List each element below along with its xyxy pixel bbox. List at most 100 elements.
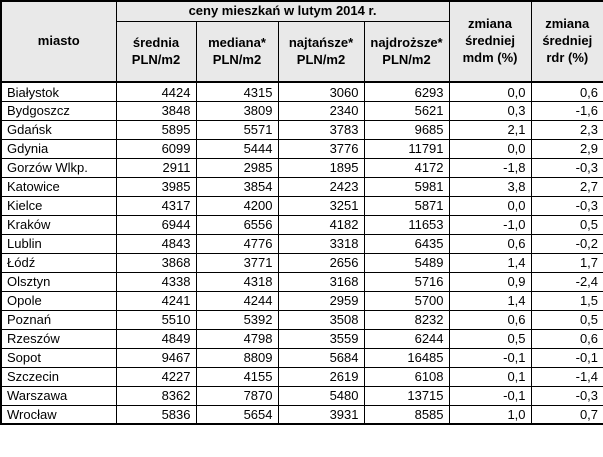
change-mdm-line3: mdm (%) bbox=[462, 50, 518, 66]
header-sub-row: średnia PLN/m2 mediana* PLN/m2 najtańsze… bbox=[1, 20, 603, 83]
median-price-cell: 5654 bbox=[195, 404, 279, 425]
median-price-cell: 4776 bbox=[195, 233, 279, 254]
table-row: Olsztyn 4338 4318 3168 5716 0,9 -2,4 bbox=[0, 271, 603, 292]
cheapest-price-cell: 3251 bbox=[277, 195, 365, 216]
column-header-most-expensive: najdroższe* PLN/m2 bbox=[363, 20, 450, 83]
average-price-cell: 4317 bbox=[115, 195, 197, 216]
most-expensive-price-cell: 5981 bbox=[363, 176, 450, 197]
mdm-change-cell: 0,1 bbox=[448, 366, 532, 387]
most-expensive-price-cell: 5700 bbox=[363, 290, 450, 311]
city-cell: Sopot bbox=[0, 347, 117, 368]
table-row: Katowice 3985 3854 2423 5981 3,8 2,7 bbox=[0, 176, 603, 197]
mdm-change-cell: 3,8 bbox=[448, 176, 532, 197]
column-header-city-label: miasto bbox=[37, 33, 80, 49]
city-cell: Białystok bbox=[0, 81, 117, 102]
cheapest-price-cell: 2340 bbox=[277, 100, 365, 121]
average-price-cell: 4241 bbox=[115, 290, 197, 311]
most-expensive-price-cell: 13715 bbox=[363, 385, 450, 406]
rdr-change-cell: -0,3 bbox=[530, 157, 603, 178]
most-expensive-price-cell: 5716 bbox=[363, 271, 450, 292]
table-row: Kielce 4317 4200 3251 5871 0,0 -0,3 bbox=[0, 195, 603, 216]
city-cell: Olsztyn bbox=[0, 271, 117, 292]
most-expensive-line1: najdroższe* bbox=[370, 34, 443, 50]
table-row: Rzeszów 4849 4798 3559 6244 0,5 0,6 bbox=[0, 328, 603, 349]
table-row: Gdynia 6099 5444 3776 11791 0,0 2,9 bbox=[0, 138, 603, 159]
average-line1: średnia bbox=[132, 34, 180, 50]
change-mdm-line1: zmiana bbox=[467, 16, 513, 32]
average-price-cell: 4338 bbox=[115, 271, 197, 292]
average-price-cell: 5895 bbox=[115, 119, 197, 140]
median-price-cell: 3809 bbox=[195, 100, 279, 121]
city-cell: Opole bbox=[0, 290, 117, 311]
cheapest-price-cell: 3783 bbox=[277, 119, 365, 140]
city-cell: Kraków bbox=[0, 214, 117, 235]
median-line2: PLN/m2 bbox=[212, 51, 262, 67]
average-price-cell: 9467 bbox=[115, 347, 197, 368]
table-row: Szczecin 4227 4155 2619 6108 0,1 -1,4 bbox=[0, 366, 603, 387]
cheapest-price-cell: 5684 bbox=[277, 347, 365, 368]
mdm-change-cell: 1,0 bbox=[448, 404, 532, 425]
cheapest-price-cell: 2959 bbox=[277, 290, 365, 311]
average-price-cell: 8362 bbox=[115, 385, 197, 406]
median-price-cell: 4315 bbox=[195, 81, 279, 102]
city-cell: Szczecin bbox=[0, 366, 117, 387]
mdm-change-cell: 0,0 bbox=[448, 138, 532, 159]
city-cell: Łódź bbox=[0, 252, 117, 273]
most-expensive-price-cell: 4172 bbox=[363, 157, 450, 178]
column-header-change-mdm: zmiana średniej mdm (%) bbox=[448, 0, 532, 83]
rdr-change-cell: 2,3 bbox=[530, 119, 603, 140]
mdm-change-cell: -1,0 bbox=[448, 214, 532, 235]
city-cell: Kielce bbox=[0, 195, 117, 216]
header-group-row: miasto ceny mieszkań w lutym 2014 r. zmi… bbox=[0, 0, 603, 83]
average-price-cell: 3868 bbox=[115, 252, 197, 273]
rdr-change-cell: 0,5 bbox=[530, 309, 603, 330]
cheapest-price-cell: 2656 bbox=[277, 252, 365, 273]
city-cell: Warszawa bbox=[0, 385, 117, 406]
mdm-change-cell: -0,1 bbox=[448, 347, 532, 368]
table-header: miasto ceny mieszkań w lutym 2014 r. zmi… bbox=[0, 0, 603, 83]
most-expensive-price-cell: 9685 bbox=[363, 119, 450, 140]
column-header-median: mediana* PLN/m2 bbox=[195, 20, 279, 83]
mdm-change-cell: 0,0 bbox=[448, 81, 532, 102]
city-cell: Lublin bbox=[0, 233, 117, 254]
column-header-city: miasto bbox=[0, 0, 117, 83]
rdr-change-cell: 0,6 bbox=[530, 81, 603, 102]
most-expensive-price-cell: 8232 bbox=[363, 309, 450, 330]
city-cell: Rzeszów bbox=[0, 328, 117, 349]
average-price-cell: 4849 bbox=[115, 328, 197, 349]
rdr-change-cell: 0,7 bbox=[530, 404, 603, 425]
median-price-cell: 7870 bbox=[195, 385, 279, 406]
city-cell: Bydgoszcz bbox=[0, 100, 117, 121]
rdr-change-cell: 2,9 bbox=[530, 138, 603, 159]
average-price-cell: 3985 bbox=[115, 176, 197, 197]
cheapest-line2: PLN/m2 bbox=[296, 51, 346, 67]
header-prices-group-label: ceny mieszkań w lutym 2014 r. bbox=[188, 3, 377, 18]
mdm-change-cell: 0,9 bbox=[448, 271, 532, 292]
table-row: Kraków 6944 6556 4182 11653 -1,0 0,5 bbox=[0, 214, 603, 235]
cheapest-price-cell: 3508 bbox=[277, 309, 365, 330]
cheapest-line1: najtańsze* bbox=[288, 34, 354, 50]
rdr-change-cell: -0,3 bbox=[530, 385, 603, 406]
average-price-cell: 6099 bbox=[115, 138, 197, 159]
change-rdr-line1: zmiana bbox=[545, 16, 590, 32]
most-expensive-price-cell: 5621 bbox=[363, 100, 450, 121]
cheapest-price-cell: 2619 bbox=[277, 366, 365, 387]
rdr-change-cell: 2,7 bbox=[530, 176, 603, 197]
median-price-cell: 4244 bbox=[195, 290, 279, 311]
mdm-change-cell: 0,5 bbox=[448, 328, 532, 349]
column-header-cheapest: najtańsze* PLN/m2 bbox=[277, 20, 365, 83]
median-price-cell: 3854 bbox=[195, 176, 279, 197]
change-mdm-line2: średniej bbox=[465, 33, 515, 49]
table-row: Opole 4241 4244 2959 5700 1,4 1,5 bbox=[0, 290, 603, 311]
table-row: Poznań 5510 5392 3508 8232 0,6 0,5 bbox=[0, 309, 603, 330]
rdr-change-cell: -0,2 bbox=[530, 233, 603, 254]
table-row: Lublin 4843 4776 3318 6435 0,6 -0,2 bbox=[0, 233, 603, 254]
rdr-change-cell: -0,1 bbox=[530, 347, 603, 368]
cheapest-price-cell: 3168 bbox=[277, 271, 365, 292]
most-expensive-price-cell: 5871 bbox=[363, 195, 450, 216]
average-price-cell: 5510 bbox=[115, 309, 197, 330]
cheapest-price-cell: 5480 bbox=[277, 385, 365, 406]
mdm-change-cell: -0,1 bbox=[448, 385, 532, 406]
mdm-change-cell: 1,4 bbox=[448, 252, 532, 273]
